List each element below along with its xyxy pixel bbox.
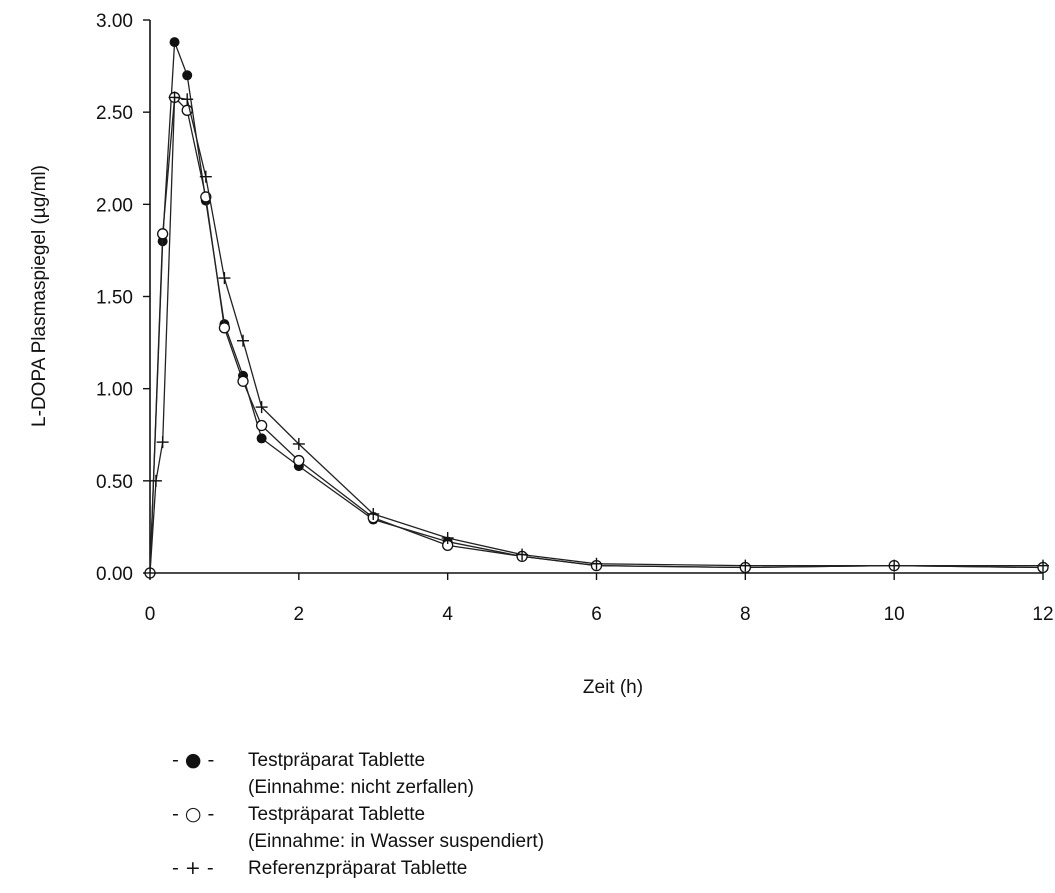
y-tick-label: 2.00	[96, 195, 133, 216]
x-tick-label: 6	[591, 604, 602, 625]
series-group	[144, 37, 1049, 579]
data-point-plus	[739, 559, 752, 572]
data-point-plus	[218, 272, 231, 285]
data-point-plus	[181, 93, 194, 106]
legend-label: Testpräparat Tablette	[248, 750, 425, 771]
data-point-plus	[292, 437, 305, 450]
data-point-plus	[441, 531, 454, 544]
series-filled-circle	[145, 37, 1048, 578]
data-point-plus	[237, 334, 250, 347]
data-point-plus	[255, 401, 268, 414]
data-point-plus	[199, 170, 212, 183]
x-tick-label: 12	[1032, 604, 1053, 625]
series-open-circle	[144, 91, 1049, 579]
x-tick-label: 2	[294, 604, 305, 625]
data-point-open	[255, 419, 268, 432]
data-point-plus	[516, 548, 529, 561]
legend-label: Testpräparat Tablette	[248, 804, 425, 825]
x-tick-label: 0	[145, 604, 156, 625]
x-tick-label: 10	[884, 604, 905, 625]
data-point-plus	[590, 557, 603, 570]
data-point-open	[218, 322, 231, 334]
data-point-open	[293, 454, 305, 467]
legend-label-detail: (Einnahme: in Wasser suspendiert)	[248, 831, 544, 852]
data-point-plus	[144, 567, 156, 579]
legend: - ● - Testpräparat Tablette (Einnahme: nic…	[172, 749, 544, 879]
series-line	[149, 96, 1043, 574]
data-point-plus	[1037, 559, 1049, 572]
series-line	[149, 41, 1044, 574]
y-tick-label: 0.50	[96, 472, 133, 493]
data-point-plus	[168, 91, 181, 104]
y-tick-label: 2.50	[96, 103, 133, 124]
legend-symbol: - ● -	[172, 749, 214, 771]
x-tick-label: 4	[442, 604, 453, 625]
legend-symbol: - ○ -	[172, 803, 214, 825]
series-plus	[144, 91, 1049, 579]
data-point-plus	[367, 508, 380, 521]
axes	[149, 20, 1043, 574]
data-point-plus	[149, 474, 162, 487]
data-point-filled	[256, 433, 267, 444]
y-axis-ticks: 0.00 0.50 1.00 1.50 2.00 2.50 3.00	[96, 11, 150, 585]
y-tick-label: 1.50	[96, 288, 133, 309]
data-point-open	[157, 228, 169, 240]
data-point-plus	[888, 559, 901, 572]
data-point-filled	[169, 37, 180, 48]
series-line	[149, 95, 1044, 574]
x-axis-ticks: 0 2 4 6 8 10 12	[145, 573, 1054, 625]
legend-label-detail: (Einnahme: nicht zerfallen)	[248, 777, 474, 798]
data-point-plus	[156, 436, 169, 449]
y-tick-label: 1.00	[96, 380, 133, 401]
legend-label: Referenzpräparat Tablette	[248, 858, 467, 879]
data-point-filled	[182, 70, 193, 81]
y-axis-title: L-DOPA Plasmaspiegel (µg/ml)	[29, 165, 50, 427]
x-tick-label: 8	[740, 604, 751, 625]
legend-symbol: - + -	[172, 857, 214, 879]
data-point-open	[237, 375, 249, 387]
x-axis-title: Zeit (h)	[583, 677, 643, 698]
y-tick-label: 3.00	[96, 11, 133, 32]
y-tick-label: 0.00	[96, 564, 133, 585]
data-point-open	[200, 191, 212, 203]
